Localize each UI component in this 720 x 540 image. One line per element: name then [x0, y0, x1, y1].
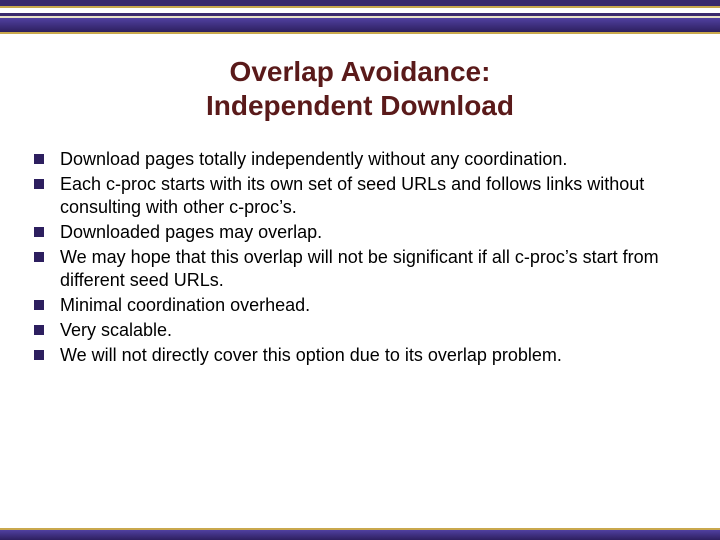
- list-item: We may hope that this overlap will not b…: [30, 246, 690, 292]
- decor-top-gold: [0, 6, 720, 8]
- list-item: Minimal coordination overhead.: [30, 294, 690, 317]
- decor-mid-band: [0, 18, 720, 32]
- slide-title: Overlap Avoidance: Independent Download: [0, 55, 720, 122]
- bullet-text: Downloaded pages may overlap.: [60, 222, 322, 242]
- slide: Overlap Avoidance: Independent Download …: [0, 0, 720, 540]
- title-line-2: Independent Download: [0, 89, 720, 123]
- bullet-list: Download pages totally independently wit…: [30, 148, 690, 367]
- title-line-1: Overlap Avoidance:: [0, 55, 720, 89]
- list-item: Each c-proc starts with its own set of s…: [30, 173, 690, 219]
- list-item: Downloaded pages may overlap.: [30, 221, 690, 244]
- list-item: Very scalable.: [30, 319, 690, 342]
- bullet-text: Very scalable.: [60, 320, 172, 340]
- bullet-text: We may hope that this overlap will not b…: [60, 247, 659, 290]
- slide-content: Download pages totally independently wit…: [30, 148, 690, 369]
- list-item: We will not directly cover this option d…: [30, 344, 690, 367]
- bullet-text: Minimal coordination overhead.: [60, 295, 310, 315]
- decor-mid-gold: [0, 32, 720, 34]
- bullet-text: We will not directly cover this option d…: [60, 345, 562, 365]
- bullet-text: Each c-proc starts with its own set of s…: [60, 174, 644, 217]
- list-item: Download pages totally independently wit…: [30, 148, 690, 171]
- bullet-text: Download pages totally independently wit…: [60, 149, 567, 169]
- decor-bottom-bar: [0, 530, 720, 540]
